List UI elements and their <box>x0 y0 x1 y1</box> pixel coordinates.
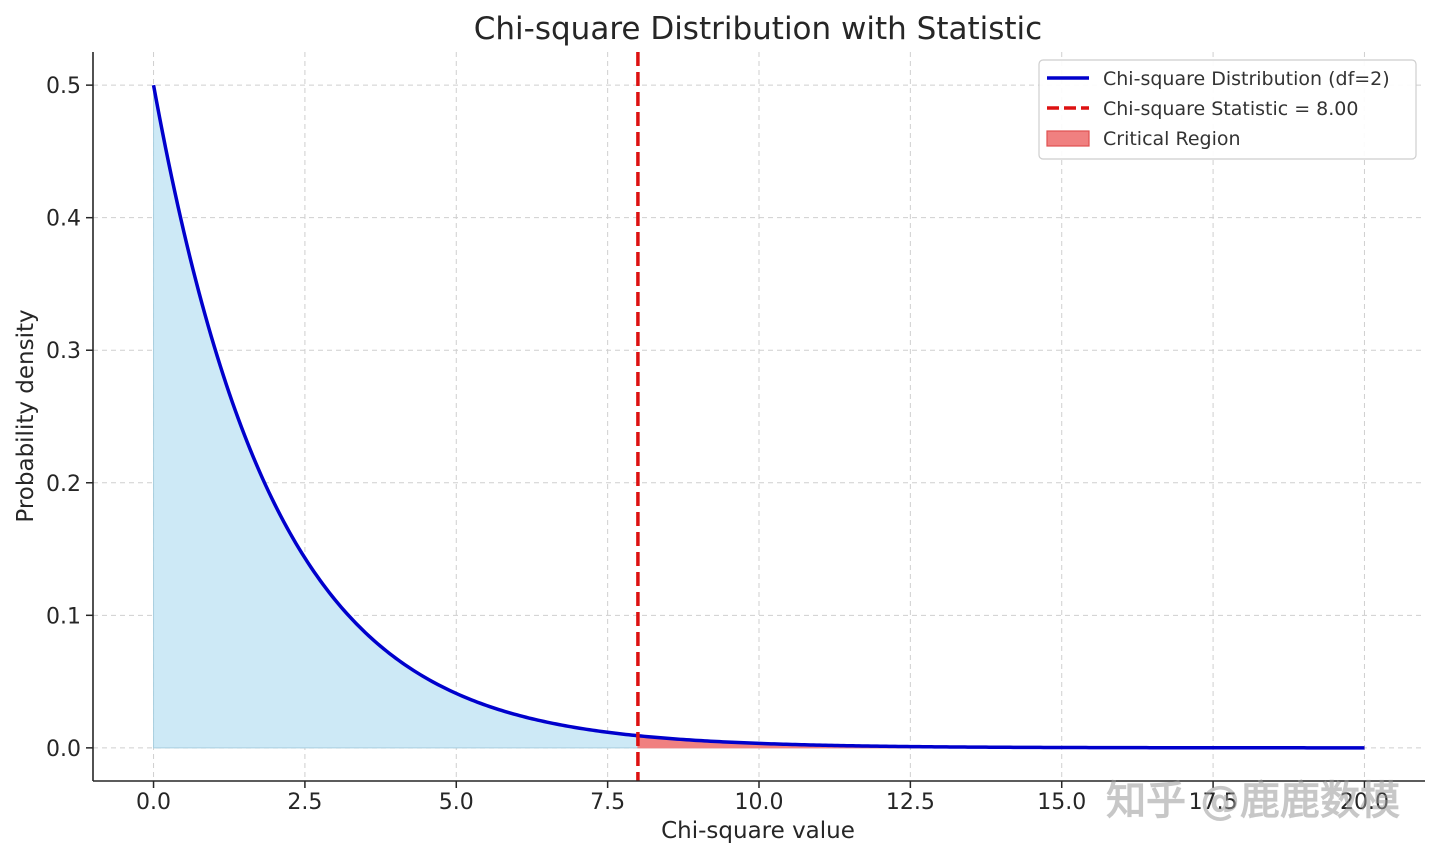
y-tick-label: 0.2 <box>46 472 81 497</box>
x-axis-label: Chi-square value <box>661 818 855 844</box>
y-tick-label: 0.3 <box>46 339 81 364</box>
y-tick-label: 0.5 <box>46 74 81 99</box>
series-line-chi-square-distribution <box>151 84 1365 750</box>
x-tick-label: 20.0 <box>1340 790 1389 815</box>
x-tick-label: 5.0 <box>439 790 474 815</box>
x-tick-label: 10.0 <box>735 790 784 815</box>
x-tick-label: 0.0 <box>136 790 171 815</box>
legend-swatch-critical-region <box>1046 130 1090 147</box>
watermark-text: 知乎 @鹿鹿数模 <box>1106 778 1400 824</box>
tick-labels: 0.0 2.5 5.0 7.5 10.0 12.5 15.0 17.5 20.0 0.0 0.1 0.… <box>46 74 1389 815</box>
legend-entry-critical-region: Critical Region <box>1103 128 1241 150</box>
x-tick-label: 7.5 <box>590 790 625 815</box>
y-tick-label: 0.1 <box>46 604 81 629</box>
y-tick-label: 0.0 <box>46 737 81 762</box>
legend-entry-distribution: Chi-square Distribution (df=2) <box>1103 68 1390 90</box>
y-tick-label: 0.4 <box>46 207 81 232</box>
legend: Chi-square Distribution (df=2) Chi-squar… <box>1038 59 1417 160</box>
x-tick-label: 2.5 <box>287 790 322 815</box>
legend-entry-statistic: Chi-square Statistic = 8.00 <box>1103 98 1358 120</box>
y-axis-label: Probability density <box>13 309 39 522</box>
chart-title: Chi-square Distribution with Statistic <box>474 11 1042 47</box>
x-tick-label: 12.5 <box>886 790 935 815</box>
x-tick-label: 17.5 <box>1189 790 1238 815</box>
legend-box <box>1038 59 1417 160</box>
x-tick-label: 15.0 <box>1037 790 1086 815</box>
axes <box>86 52 1425 788</box>
